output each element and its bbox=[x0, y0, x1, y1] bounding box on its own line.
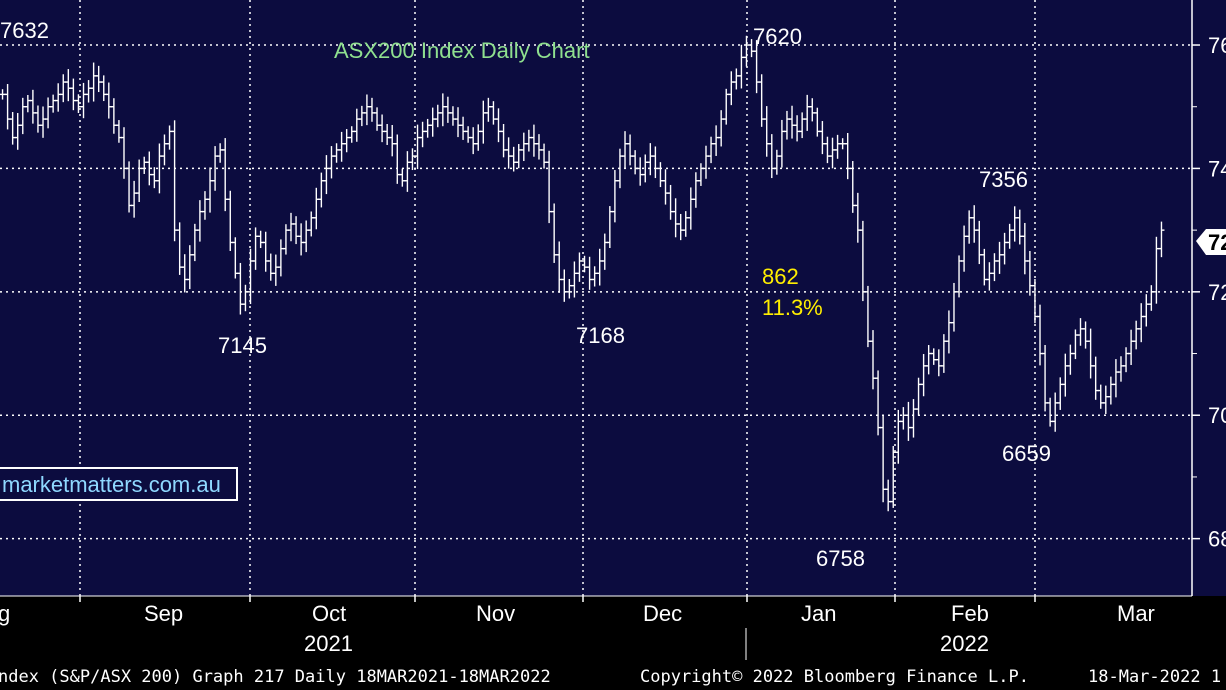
watermark-text: marketmatters.com.au bbox=[2, 472, 221, 497]
last-value-marker: 72 bbox=[1196, 229, 1226, 255]
annotation-7168: 7168 bbox=[576, 323, 625, 348]
footer-left: ndex (S&P/ASX 200) Graph 217 Daily 18MAR… bbox=[0, 667, 551, 687]
footer-copyright: Copyright© 2022 Bloomberg Finance L.P. bbox=[640, 667, 1029, 687]
annotation-7632: 7632 bbox=[0, 18, 49, 43]
year-label-2021: 2021 bbox=[304, 631, 353, 656]
month-label-aug: g bbox=[0, 601, 10, 626]
price-bar bbox=[1158, 221, 1165, 258]
month-label-jan: Jan bbox=[801, 601, 836, 626]
annotation-7356: 7356 bbox=[979, 167, 1028, 192]
month-label-sep: Sep bbox=[144, 601, 183, 626]
last-value-label: 72 bbox=[1208, 230, 1226, 255]
last-value-tag bbox=[1196, 229, 1226, 255]
month-label-oct: Oct bbox=[312, 601, 346, 626]
year-label-2022: 2022 bbox=[940, 631, 989, 656]
horizontal-gridlines bbox=[0, 44, 1192, 540]
annotation-6758: 6758 bbox=[816, 546, 865, 571]
month-label-nov: Nov bbox=[476, 601, 515, 626]
annotation-7620: 7620 bbox=[753, 24, 802, 49]
price-bars bbox=[0, 35, 1165, 512]
annotation-6659: 6659 bbox=[1002, 441, 1051, 466]
annotation-862: 862 bbox=[762, 264, 799, 289]
y-tick-label: 68 bbox=[1208, 527, 1226, 552]
month-label-mar: Mar bbox=[1117, 601, 1155, 626]
watermark-box: marketmatters.com.au bbox=[0, 467, 238, 501]
y-tick-label: 72 bbox=[1208, 280, 1226, 305]
annotation-7145: 7145 bbox=[218, 333, 267, 358]
y-tick-label: 74 bbox=[1208, 156, 1226, 181]
month-label-dec: Dec bbox=[643, 601, 682, 626]
month-label-feb: Feb bbox=[951, 601, 989, 626]
vertical-gridlines bbox=[79, 0, 1036, 602]
y-tick-label: 70 bbox=[1208, 403, 1226, 428]
y-axis-ticks: 68 70 72 74 76 bbox=[1192, 33, 1226, 552]
y-tick-label: 76 bbox=[1208, 33, 1226, 58]
plot-area bbox=[0, 0, 1192, 596]
watermark-frame bbox=[0, 467, 238, 501]
y-axis-panel bbox=[1192, 0, 1226, 596]
chart-title: ASX200 Index Daily Chart bbox=[334, 38, 590, 63]
footer-date: 18-Mar-2022 1 bbox=[1088, 667, 1221, 687]
annotation-11-3-percent: 11.3% bbox=[762, 295, 823, 320]
